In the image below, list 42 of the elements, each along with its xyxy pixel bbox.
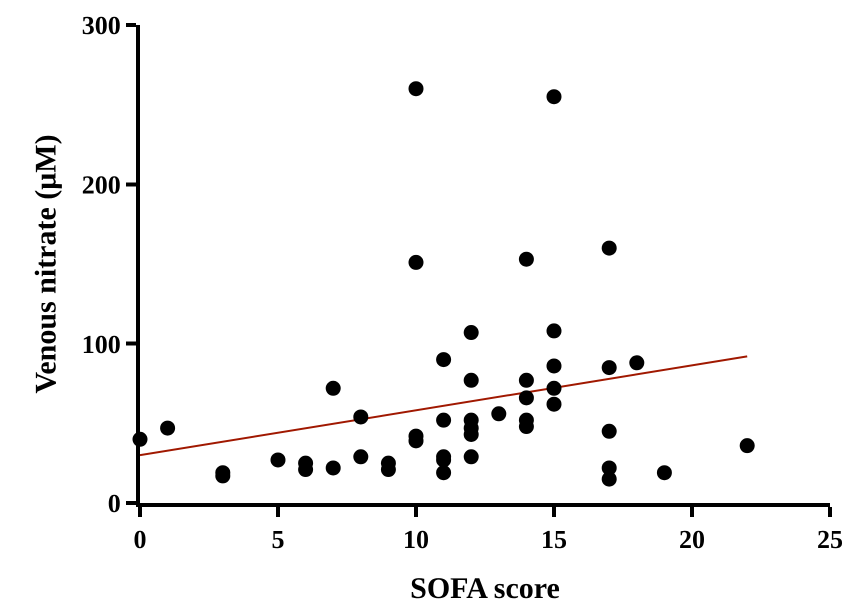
point (656, 465, 672, 480)
point (436, 412, 452, 428)
point (602, 424, 617, 439)
point (602, 360, 617, 376)
x-tick-label: 25 (817, 525, 843, 554)
y-tick-label: 100 (82, 330, 121, 359)
point (408, 81, 424, 96)
point (491, 406, 506, 422)
y-tick-label: 0 (108, 489, 121, 518)
point (436, 352, 452, 368)
point (353, 409, 368, 424)
point (270, 452, 286, 468)
point (740, 438, 755, 454)
point (408, 254, 424, 270)
point (518, 252, 534, 267)
point (546, 380, 562, 396)
x-tick-label: 15 (541, 525, 567, 554)
point (464, 449, 479, 464)
y-tick-label: 200 (82, 170, 121, 200)
point (518, 390, 534, 406)
x-tick-label: 20 (679, 525, 705, 554)
point (546, 323, 562, 338)
x-tick-label: 0 (134, 525, 146, 554)
point (326, 460, 341, 476)
point (353, 449, 368, 464)
point (464, 372, 479, 388)
x-tick-label: 5 (272, 525, 284, 554)
point (160, 420, 176, 436)
y-axis-title: Venous nitrate (μM) (29, 134, 62, 394)
point (602, 240, 617, 256)
x-axis-title: SOFA score (410, 572, 560, 606)
x-tick-label: 10 (403, 525, 429, 554)
point (546, 358, 562, 374)
point (546, 396, 562, 412)
point (602, 472, 617, 487)
point (546, 89, 562, 104)
point (518, 372, 534, 388)
point (326, 380, 341, 396)
y-tick-label: 300 (82, 11, 121, 40)
point (629, 355, 644, 370)
point (436, 465, 452, 480)
point (464, 325, 479, 340)
